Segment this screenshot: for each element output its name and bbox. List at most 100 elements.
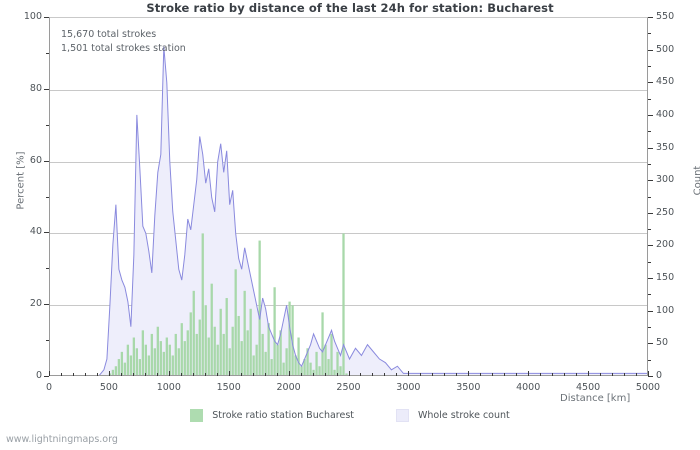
x-tick-1800 xyxy=(264,373,266,376)
x-tick-200 xyxy=(72,373,74,376)
bar xyxy=(330,333,333,375)
x-tick-2700 xyxy=(372,373,374,376)
bar xyxy=(234,269,237,375)
bar xyxy=(333,369,336,375)
bar xyxy=(342,233,345,375)
x-tick-4400 xyxy=(576,373,578,376)
bar xyxy=(336,351,339,375)
bar xyxy=(243,290,246,375)
bar xyxy=(120,351,124,375)
bar xyxy=(276,344,279,375)
y-right-tick-125 xyxy=(648,294,651,296)
gridline-40 xyxy=(50,233,647,235)
y-axis-left-label: Percent [%] xyxy=(15,151,27,210)
y-right-tick-275 xyxy=(648,196,651,198)
y-left-tick-60 xyxy=(44,160,49,162)
y-right-tick-500 xyxy=(648,49,653,51)
x-tick-4900 xyxy=(636,373,638,376)
bar xyxy=(150,333,153,375)
x-tick-4000 xyxy=(528,371,530,376)
bar xyxy=(147,355,150,375)
y-right-tick-325 xyxy=(648,163,651,165)
legend-swatch-lavender xyxy=(396,409,409,422)
y-right-tick-375 xyxy=(648,131,651,133)
bar xyxy=(285,348,288,375)
y-left-tick-0 xyxy=(44,376,49,377)
bar xyxy=(159,341,162,375)
x-tick-4100 xyxy=(540,373,542,376)
x-ticklabel-2500: 2500 xyxy=(336,382,361,393)
x-tick-400 xyxy=(96,373,98,376)
plot-inner xyxy=(50,18,647,375)
x-ticklabel-4000: 4000 xyxy=(516,382,541,393)
x-ticklabel-0: 0 xyxy=(45,382,53,393)
chart-title: Stroke ratio by distance of the last 24h… xyxy=(146,1,554,15)
x-tick-100 xyxy=(60,373,62,376)
bar xyxy=(345,373,348,375)
bar xyxy=(258,240,261,375)
bar xyxy=(204,305,207,375)
y-right-tick-75 xyxy=(648,327,651,329)
annotation-total-strokes-station: 1,501 total strokes station xyxy=(61,43,186,54)
legend-item-stroke-ratio: Stroke ratio station Bucharest xyxy=(190,409,354,422)
whole-stroke-count-line xyxy=(98,46,647,375)
bar xyxy=(144,344,147,375)
bar xyxy=(126,344,130,375)
bar xyxy=(123,362,127,375)
x-ticklabel-2000: 2000 xyxy=(276,382,301,393)
bar xyxy=(210,283,213,375)
legend-swatch-green xyxy=(190,409,204,422)
bar xyxy=(213,326,216,375)
y-right-tick-475 xyxy=(648,65,651,67)
x-tick-3500 xyxy=(468,371,470,376)
x-tick-1400 xyxy=(216,373,218,376)
y-left-tick-100 xyxy=(44,17,49,18)
x-tick-5000 xyxy=(648,371,649,376)
plot-area xyxy=(49,17,648,376)
y-left-ticklabel-40: 40 xyxy=(29,226,42,238)
x-tick-300 xyxy=(84,373,86,376)
bar xyxy=(228,348,231,375)
x-tick-1700 xyxy=(252,373,254,376)
x-tick-4700 xyxy=(612,373,614,376)
x-ticklabel-1500: 1500 xyxy=(216,382,241,393)
y-left-tick-10 xyxy=(46,340,49,342)
bar xyxy=(165,337,168,375)
x-tick-600 xyxy=(120,373,122,376)
bar xyxy=(291,305,294,375)
x-tick-2000 xyxy=(288,371,290,376)
bar xyxy=(294,355,297,375)
bar xyxy=(171,355,174,375)
bar xyxy=(195,333,198,375)
bar xyxy=(279,330,282,375)
x-tick-3100 xyxy=(420,373,422,376)
y-right-ticklabel-450: 450 xyxy=(656,76,675,88)
x-tick-3700 xyxy=(492,373,494,376)
bar xyxy=(189,312,192,375)
bar xyxy=(288,301,291,375)
x-tick-700 xyxy=(132,373,134,376)
bar xyxy=(111,369,115,375)
bar xyxy=(180,323,183,375)
x-tick-3800 xyxy=(504,373,506,376)
y-right-tick-450 xyxy=(648,82,653,84)
bar xyxy=(129,355,133,375)
x-tick-2900 xyxy=(396,373,398,376)
bar xyxy=(216,344,219,375)
bar xyxy=(246,330,249,375)
bar xyxy=(264,351,267,375)
y-left-tick-90 xyxy=(46,52,49,54)
bar xyxy=(231,326,234,375)
footer-watermark: www.lightningmaps.org xyxy=(6,434,118,445)
bar xyxy=(339,366,342,375)
y-left-tick-50 xyxy=(46,196,49,198)
bar xyxy=(309,362,312,375)
x-ticklabel-4500: 4500 xyxy=(576,382,601,393)
bar xyxy=(249,308,252,375)
x-ticklabel-3500: 3500 xyxy=(456,382,481,393)
x-tick-2400 xyxy=(336,373,338,376)
bar xyxy=(141,330,144,375)
x-tick-1000 xyxy=(168,371,170,376)
x-tick-800 xyxy=(144,373,146,376)
